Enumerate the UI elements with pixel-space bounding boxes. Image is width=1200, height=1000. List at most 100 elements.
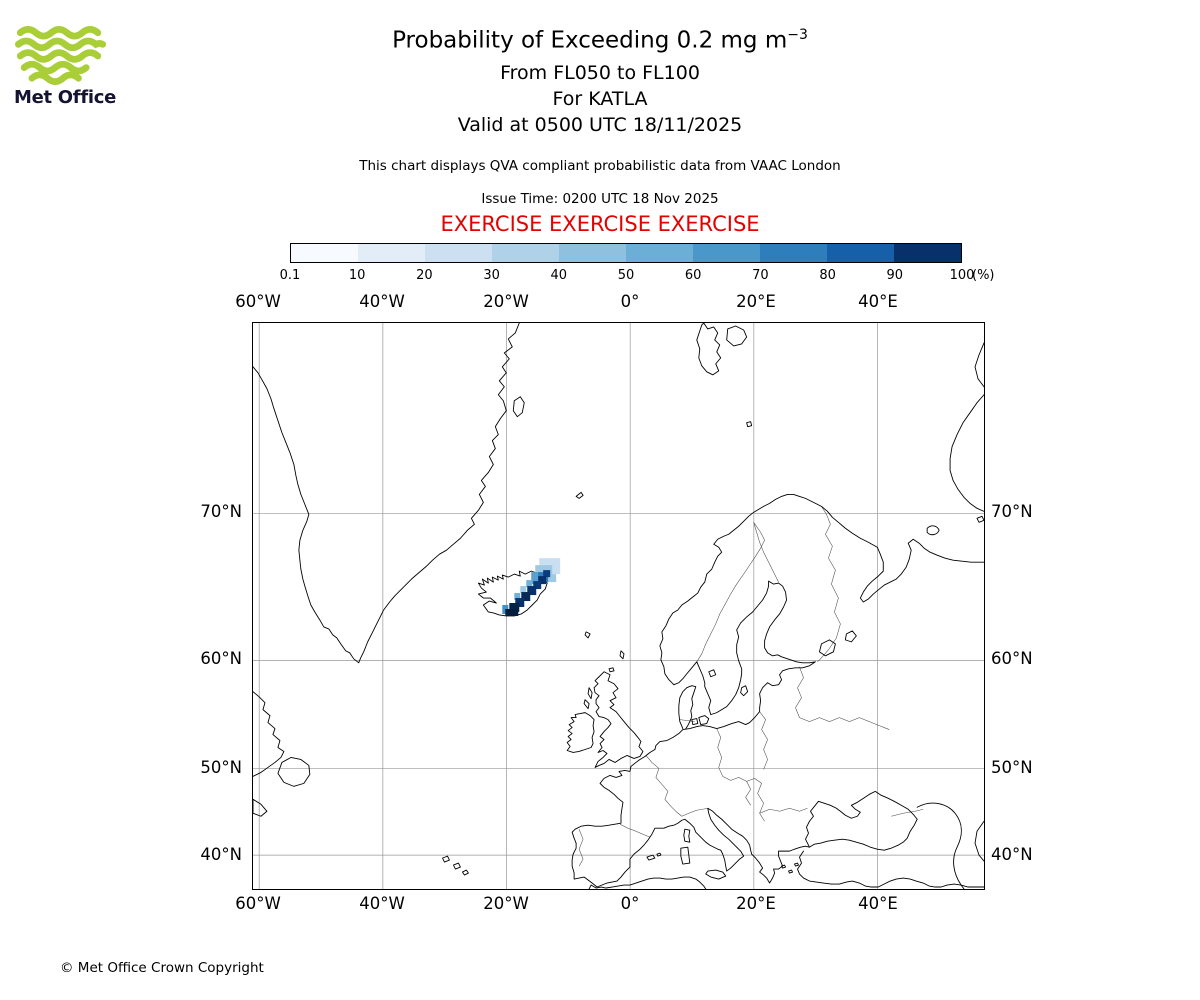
- hebrides: [583, 687, 593, 710]
- colorbar-tick-label: 10: [348, 268, 366, 283]
- sardinia: [680, 846, 691, 865]
- colorbar-segment: [894, 244, 961, 262]
- colorbar-segment: [559, 244, 626, 262]
- colorbar-tick-label: 60: [684, 268, 702, 283]
- colorbar-tick-label: 20: [416, 268, 433, 283]
- lat-label-right: 40°N: [991, 845, 1033, 864]
- lake-ladoga: [819, 639, 836, 657]
- colorbar-segments: [290, 243, 962, 263]
- great-britain-coast: [593, 671, 644, 768]
- faroe-islands: [584, 631, 591, 639]
- balearics: [646, 852, 662, 861]
- issue-time: Issue Time: 0200 UTC 18 Nov 2025: [481, 191, 719, 207]
- colorbar-tick-label: 0.1: [279, 268, 301, 283]
- valid-time: Valid at 0500 UTC 18/11/2025: [457, 114, 743, 136]
- norway-kola-coast: [659, 493, 984, 686]
- colorbar-segment: [492, 244, 559, 262]
- nova-scotia: [253, 798, 268, 817]
- jan-mayen: [575, 491, 584, 499]
- met-office-logo-waves: [14, 25, 107, 86]
- lat-label-right: 60°N: [991, 649, 1033, 668]
- lat-label-left: 50°N: [200, 758, 242, 777]
- novaya-zemlya: [974, 342, 984, 388]
- north-africa-coast: [588, 876, 707, 889]
- qva-note: This chart displays QVA compliant probab…: [359, 158, 841, 174]
- colorbar-segment: [291, 244, 358, 262]
- lat-label-left: 70°N: [200, 502, 242, 521]
- azores: [442, 855, 469, 876]
- lon-label-bottom: 40°E: [858, 894, 898, 913]
- greenland-coast: [253, 323, 520, 664]
- baltic-coast: [654, 580, 816, 750]
- shetland: [619, 650, 625, 660]
- colorbar-segment: [358, 244, 425, 262]
- colorbar-tick-label: 70: [752, 268, 769, 283]
- volcano-name: For KATLA: [552, 88, 648, 110]
- country-borders: [578, 506, 924, 867]
- lake-onega: [844, 630, 857, 643]
- iceland-coast: [477, 570, 548, 617]
- colorbar-segment: [626, 244, 693, 262]
- lon-label-bottom: 20°W: [483, 894, 529, 913]
- caspian-east-hint: [974, 820, 984, 862]
- lon-label-bottom: 0°: [620, 894, 640, 913]
- colorbar-segment: [760, 244, 827, 262]
- chart-title-text: Probability of Exceeding 0.2 mg m: [392, 27, 788, 54]
- lat-label-left: 60°N: [200, 649, 242, 668]
- colorbar-tick-label: 90: [886, 268, 904, 283]
- colorbar-tick-label: 30: [483, 268, 500, 283]
- chart-title-exponent: −3: [787, 27, 808, 43]
- exercise-banner: EXERCISE EXERCISE EXERCISE: [440, 212, 760, 236]
- lat-label-left: 40°N: [200, 845, 242, 864]
- lon-label-bottom: 40°W: [359, 894, 405, 913]
- ireland-coast: [566, 712, 595, 753]
- chart-title: Probability of Exceeding 0.2 mg m−3: [0, 27, 1200, 54]
- colorbar-ticks: 0.1 10 20 30 40 50 60 70 80 90 100: [280, 268, 975, 284]
- aegean-islands: [781, 862, 799, 874]
- funen: [691, 718, 699, 726]
- lon-label-top: 20°E: [736, 292, 776, 311]
- lon-label-top: 0°: [620, 292, 640, 311]
- colorbar-segment: [827, 244, 894, 262]
- met-office-wordmark: Met Office: [14, 87, 117, 108]
- map-panel: [252, 322, 985, 890]
- lon-label-top: 20°W: [483, 292, 529, 311]
- colorbar-tick-label: 50: [617, 268, 635, 283]
- colorbar-tick-label: 80: [819, 268, 836, 283]
- jutland: [678, 685, 697, 730]
- coastlines: [253, 323, 984, 889]
- colorbar-tick-label: 40: [550, 268, 568, 283]
- colorbar-segment: [425, 244, 492, 262]
- lake-vanern: [708, 669, 717, 678]
- ash-plume-layer: [502, 558, 561, 616]
- lon-label-top: 40°W: [359, 292, 405, 311]
- west-europe-coast: [571, 749, 810, 888]
- caspian-coast: [916, 802, 965, 889]
- vaygach-island: [976, 515, 984, 523]
- graticule: [253, 323, 984, 889]
- copyright-notice: © Met Office Crown Copyright: [60, 960, 264, 976]
- lon-label-bottom: 60°W: [235, 894, 281, 913]
- map-svg: [253, 323, 984, 889]
- met-office-logo: Met Office: [14, 24, 124, 108]
- zealand: [698, 715, 710, 726]
- svalbard-east-island: [726, 325, 748, 347]
- lon-label-top: 40°E: [858, 292, 898, 311]
- lon-label-bottom: 20°E: [736, 894, 776, 913]
- colorbar-unit: (%): [972, 268, 995, 283]
- lat-label-right: 50°N: [991, 758, 1033, 777]
- newfoundland: [277, 757, 311, 787]
- sicily: [705, 869, 727, 880]
- colorbar-tick-label: 100: [949, 268, 975, 283]
- kolguyev-island: [926, 525, 940, 536]
- colorbar-segment: [693, 244, 760, 262]
- black-sea-coast: [805, 790, 918, 851]
- svalbard: [696, 323, 722, 376]
- gotland: [740, 685, 749, 697]
- bear-island: [746, 421, 753, 428]
- lat-label-right: 70°N: [991, 502, 1033, 521]
- novaya-zemlya-south: [949, 394, 984, 512]
- lon-label-top: 60°W: [235, 292, 281, 311]
- corsica: [683, 828, 691, 843]
- labrador-coast: [253, 691, 285, 777]
